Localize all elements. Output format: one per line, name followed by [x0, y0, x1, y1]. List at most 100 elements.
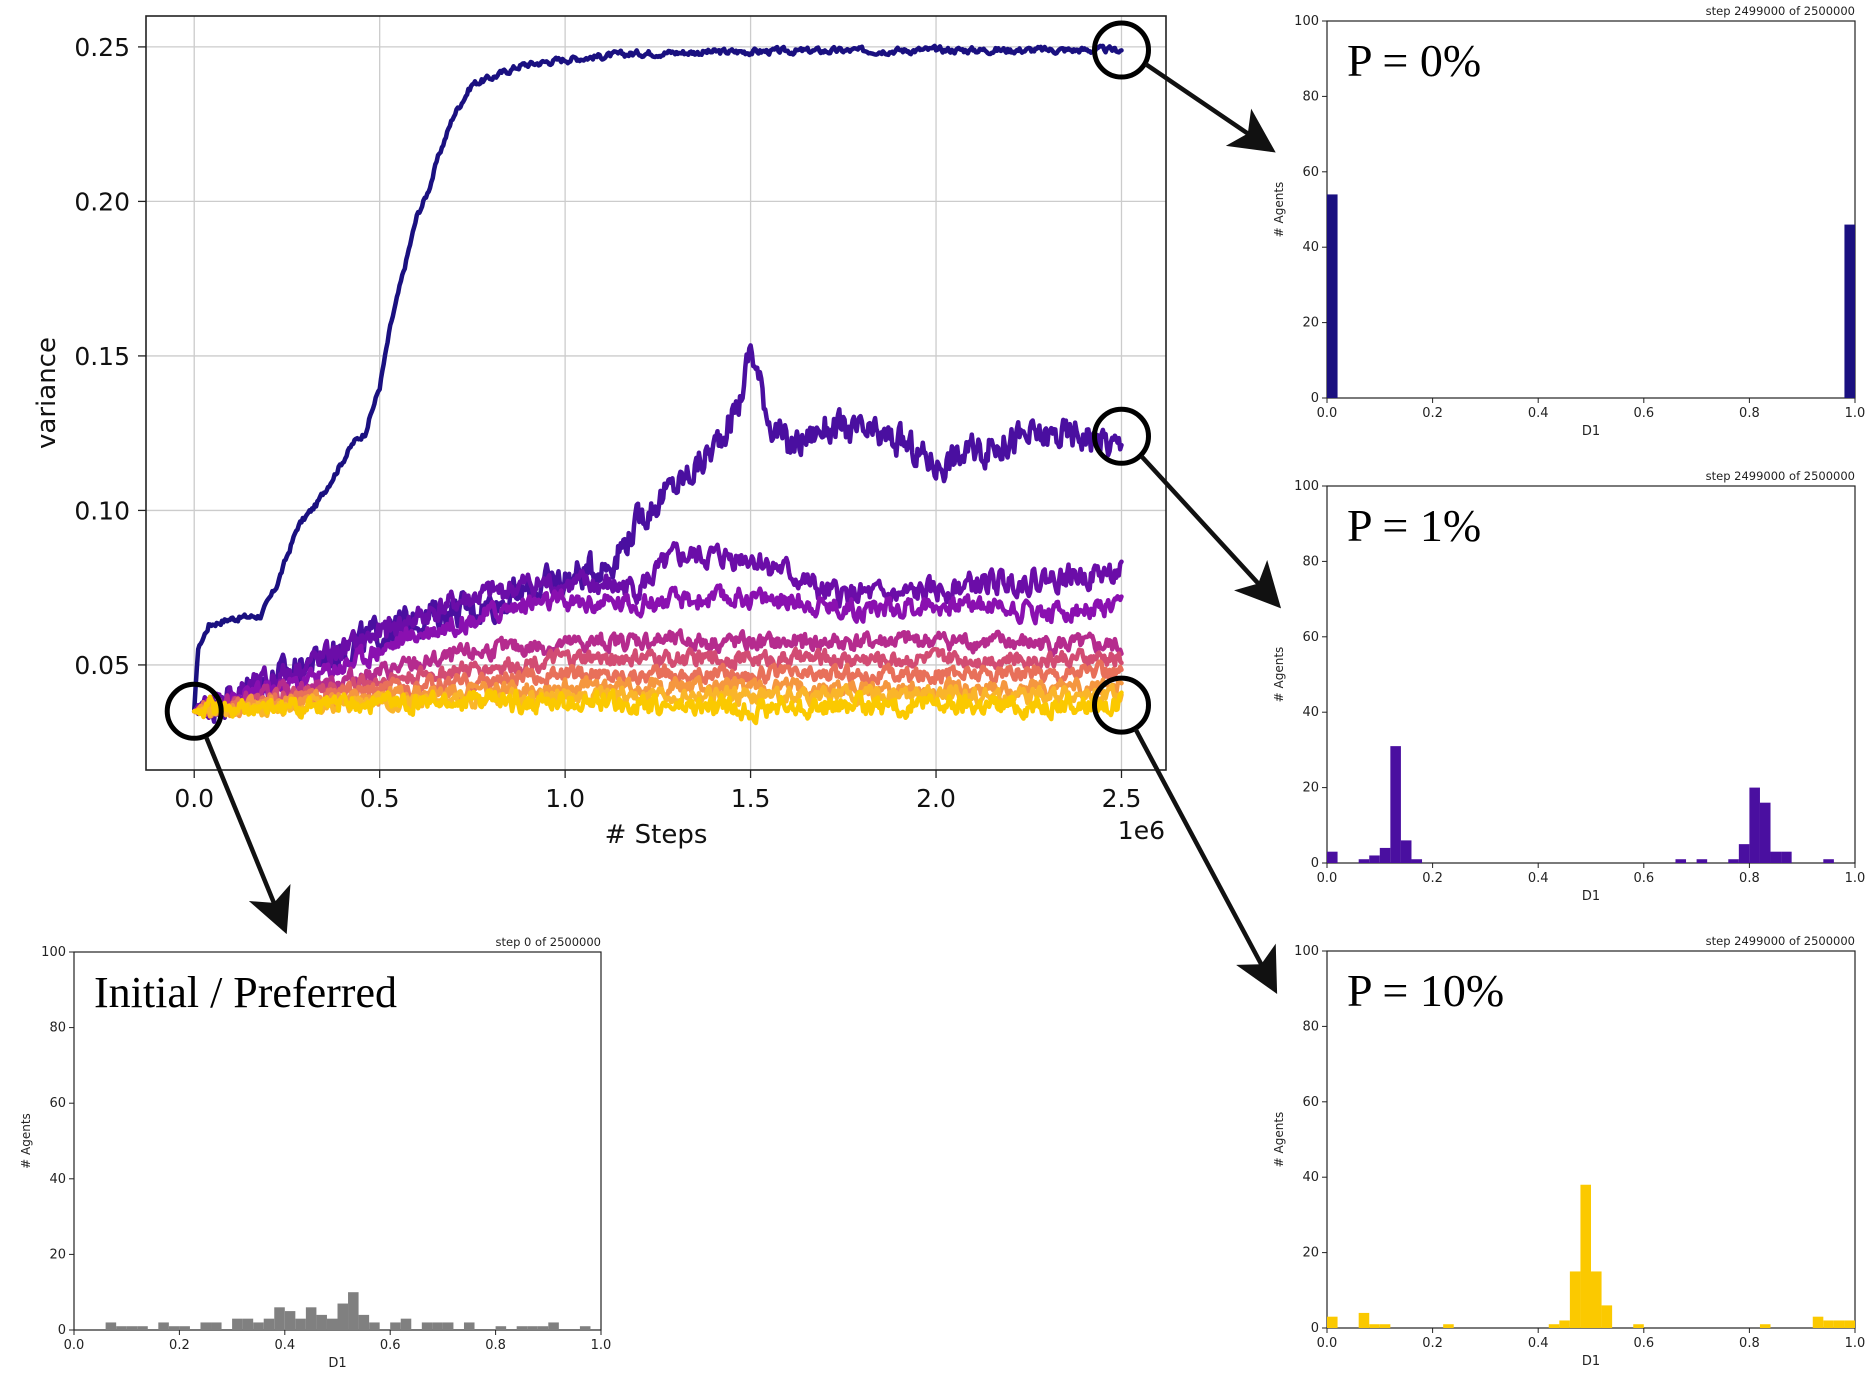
- hist-frame: [73, 951, 602, 1331]
- hist-x-label: D1: [1582, 424, 1600, 439]
- hist-x-tick-label: 0.2: [169, 1338, 190, 1353]
- hist-bar: [463, 1322, 475, 1330]
- hist-bar: [442, 1322, 454, 1330]
- hist-bar: [369, 1322, 380, 1330]
- hist-y-tick-label: 40: [1302, 705, 1319, 720]
- hist-y-tick-label: 20: [1302, 316, 1319, 331]
- arrow-to-p0: [1144, 62, 1276, 153]
- hist-bar: [316, 1314, 327, 1330]
- hist-bar: [295, 1318, 306, 1330]
- hist-bar: [400, 1318, 412, 1330]
- hist-bar: [1559, 1320, 1570, 1328]
- variance-line-chart: 0.0 0.5 1.0 1.5 2.0 2.5 0.05 0.10 0.15 0.20 0.25 # …: [32, 15, 1167, 850]
- y-tick-label: 0.15: [74, 342, 130, 371]
- hist-x-tick-label: 0.6: [1633, 871, 1654, 886]
- hist-bar: [1833, 1320, 1845, 1328]
- hist-bar: [1443, 1324, 1454, 1328]
- hist-x-tick-label: 0.4: [1528, 406, 1549, 421]
- plot-frame: [145, 15, 1167, 771]
- hist-step-title: step 0 of 2500000: [496, 935, 601, 949]
- hist-bar: [274, 1307, 285, 1330]
- hist-bar: [1580, 1184, 1591, 1328]
- hist-x-tick-label: 0.8: [1739, 406, 1760, 421]
- hist-bar: [168, 1326, 180, 1330]
- hist-bar: [1358, 859, 1370, 863]
- series-line: [191, 688, 1124, 726]
- hist-y-tick-label: 20: [49, 1247, 66, 1262]
- hist-y-tick-label: 60: [1302, 630, 1319, 645]
- hist-frame: [1326, 485, 1856, 864]
- hist-x-tick-label: 0.8: [1739, 1336, 1760, 1351]
- y-tick-label: 0.20: [74, 187, 130, 216]
- x-tick-label: 1.5: [731, 784, 771, 813]
- hist-bar: [337, 1303, 349, 1330]
- hist-bar: [326, 1318, 338, 1330]
- hist-bar: [242, 1318, 254, 1330]
- hist-bar: [179, 1326, 190, 1330]
- hist-bar: [200, 1322, 212, 1330]
- hist-y-tick-label: 100: [41, 945, 66, 960]
- hist-y-tick-label: 80: [1302, 1019, 1319, 1034]
- x-tick-label: 1.0: [545, 784, 585, 813]
- hist-bar: [1675, 859, 1687, 863]
- hist-bar: [1823, 1320, 1834, 1328]
- hist-y-tick-label: 40: [1302, 1170, 1319, 1185]
- hist-bar: [1781, 851, 1792, 863]
- hist-bar: [1358, 1312, 1370, 1328]
- hist-bar: [1390, 746, 1401, 863]
- hist-bar: [1759, 802, 1771, 863]
- hist-bar: [116, 1326, 127, 1330]
- series-line: [191, 659, 1124, 719]
- hist-bar: [284, 1311, 296, 1330]
- hist-x-tick-label: 0.4: [274, 1338, 295, 1353]
- hist-x-label: D1: [1582, 889, 1600, 904]
- hist-bar: [305, 1307, 317, 1330]
- hist-bar: [1738, 844, 1750, 863]
- hist-bar: [358, 1314, 370, 1330]
- hist-y-tick-label: 0: [1311, 391, 1319, 406]
- hist-y-tick-label: 60: [1302, 1095, 1319, 1110]
- highlight-circle-p1: [1091, 406, 1151, 466]
- hist-panel-label: P = 1%: [1347, 500, 1481, 551]
- hist-bar: [1759, 1324, 1771, 1328]
- hist-bar: [1411, 859, 1423, 863]
- hist-y-tick-label: 60: [49, 1096, 66, 1111]
- hist-y-tick-label: 40: [49, 1172, 66, 1187]
- hist-bar: [1696, 859, 1708, 863]
- highlight-circle-p10: [1091, 675, 1151, 735]
- arrow-to-p10: [1133, 728, 1278, 994]
- hist-x-tick-label: 0.8: [485, 1338, 506, 1353]
- series-line: [191, 541, 1124, 721]
- hist-bar: [1844, 224, 1855, 398]
- arrow-to-initial: [204, 736, 291, 935]
- hist-y-tick-label: 80: [1302, 89, 1319, 104]
- y-tick-label: 0.05: [74, 651, 130, 680]
- hist-x-tick-label: 0.4: [1528, 1336, 1549, 1351]
- hist-x-tick-label: 0.6: [1633, 406, 1654, 421]
- y-tick-label: 0.25: [74, 33, 130, 62]
- hist-y-tick-label: 100: [1294, 479, 1319, 494]
- hist-bar: [421, 1322, 433, 1330]
- hist-bar: [548, 1322, 559, 1330]
- arrow-to-p1: [1139, 454, 1282, 609]
- hist-x-tick-label: 0.2: [1422, 871, 1443, 886]
- hist-bar: [1327, 851, 1338, 863]
- x-tick-label: 2.0: [916, 784, 956, 813]
- hist-bar: [1591, 1271, 1602, 1328]
- hist-y-tick-label: 100: [1294, 944, 1319, 959]
- highlight-circle-p0: [1091, 20, 1151, 80]
- histogram-p1: 0 20 40 60 80 100 0.0 0.2 0.4 0.6 0.8 1.0 step 24990…: [1272, 469, 1865, 904]
- hist-panel-label: P = 10%: [1347, 965, 1504, 1016]
- hist-bar: [1601, 1305, 1613, 1328]
- hist-x-tick-label: 0.2: [1422, 1336, 1443, 1351]
- hist-bar: [137, 1326, 148, 1330]
- hist-step-title: step 2499000 of 2500000: [1706, 934, 1855, 948]
- histogram-p10: 0 20 40 60 80 100 0.0 0.2 0.4 0.6 0.8 1.0 step 24990…: [1272, 934, 1865, 1369]
- hist-y-tick-label: 0: [58, 1323, 66, 1338]
- x-multiplier-label: 1e6: [1118, 816, 1165, 845]
- hist-y-tick-label: 20: [1302, 781, 1319, 796]
- hist-x-tick-label: 0.2: [1422, 406, 1443, 421]
- hist-step-title: step 2499000 of 2500000: [1706, 4, 1855, 18]
- hist-x-tick-label: 0.0: [1317, 406, 1338, 421]
- hist-x-tick-label: 0.0: [1317, 1336, 1338, 1351]
